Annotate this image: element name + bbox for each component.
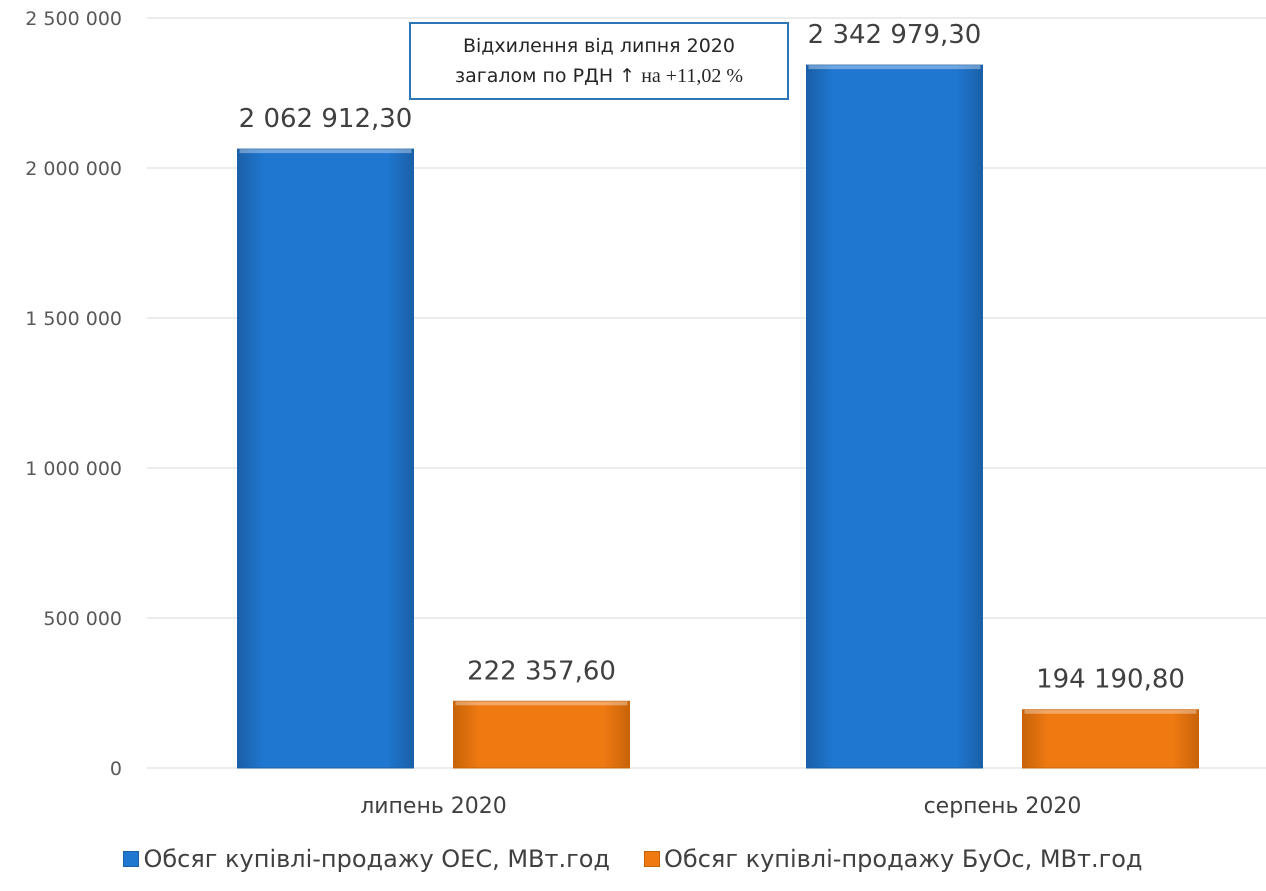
y-tick-label: 1 000 000 [25, 458, 122, 480]
annotation-line-1: Відхилення від липня 2020 [462, 35, 735, 57]
x-tick-label: липень 2020 [360, 794, 507, 819]
chart-legend: Обсяг купівлі-продажу ОЕС, МВт.год Обсяг… [0, 845, 1266, 873]
annotation-line-2: загалом по РДН ↑ на +11,02 % [455, 61, 743, 91]
data-label: 2 062 912,30 [239, 104, 413, 134]
data-label: 194 190,80 [1036, 665, 1185, 695]
y-tick-label: 0 [110, 758, 122, 780]
legend-label-oes: Обсяг купівлі-продажу ОЕС, МВт.год [143, 845, 611, 873]
y-tick-label: 2 000 000 [25, 158, 122, 180]
legend-item-buos: Обсяг купівлі-продажу БуОс, МВт.год [644, 845, 1143, 873]
data-label: 2 342 979,30 [808, 20, 982, 50]
deviation-annotation-box: Відхилення від липня 2020 загалом по РДН… [409, 22, 789, 100]
bar-highlight [808, 65, 981, 70]
bar-highlight [239, 149, 412, 154]
legend-swatch-oes [123, 851, 140, 867]
bar-highlight [1024, 709, 1197, 714]
bar [237, 148, 414, 769]
bar-highlight [455, 701, 628, 706]
legend-item-oes: Обсяг купівлі-продажу ОЕС, МВт.год [123, 845, 610, 873]
legend-label-buos: Обсяг купівлі-продажу БуОс, МВт.год [664, 845, 1143, 873]
y-tick-label: 500 000 [43, 608, 122, 630]
data-label: 222 357,60 [467, 656, 616, 686]
bar [453, 700, 630, 769]
annotation-value: на +11,02 % [641, 65, 743, 87]
bar [1022, 709, 1199, 769]
y-tick-label: 1 500 000 [25, 308, 122, 330]
bar [806, 64, 983, 769]
y-tick-label: 2 500 000 [25, 8, 122, 30]
legend-swatch-buos [644, 851, 661, 867]
annotation-prefix: загалом по РДН ↑ [455, 65, 636, 87]
x-tick-label: серпень 2020 [924, 794, 1082, 819]
